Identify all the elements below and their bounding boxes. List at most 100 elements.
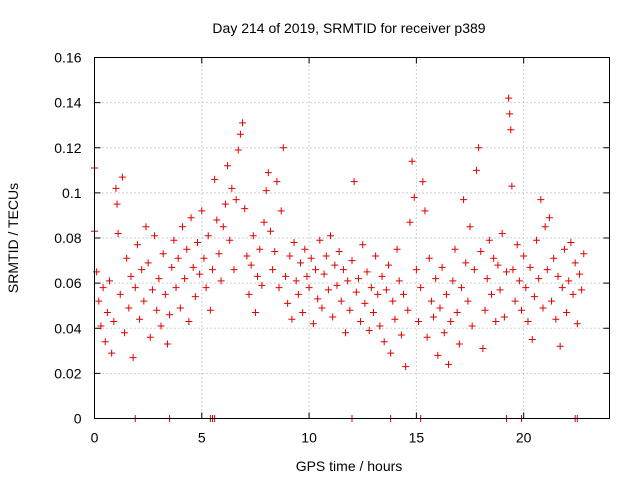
y-tick-label: 0.04 [54,320,81,336]
data-point [410,193,418,201]
data-point [506,110,514,118]
data-point [571,259,579,267]
data-point [344,277,352,285]
data-point [275,284,283,292]
data-point [509,266,517,274]
data-point [451,245,459,253]
data-point [535,275,543,283]
data-point [230,266,238,274]
data-point [215,250,223,258]
data-point [101,338,109,346]
x-tick-label: 10 [301,430,317,446]
data-point [352,288,360,296]
data-point [198,207,206,215]
y-tick-label: 0.06 [54,275,81,291]
data-point [245,290,253,298]
data-point [329,313,337,321]
data-point [191,293,199,301]
data-point [367,284,375,292]
data-point [307,254,315,262]
data-point [432,275,440,283]
y-tick-label: 0.16 [54,50,81,66]
data-point [580,250,588,258]
data-point [176,304,184,312]
data-point [520,252,528,260]
data-point [200,254,208,262]
data-point [127,272,135,280]
data-point [251,308,259,316]
data-point [183,245,191,253]
data-point [271,248,279,256]
data-point [314,295,322,303]
data-point [335,248,343,256]
data-point [361,299,369,307]
data-point [494,261,502,269]
data-point [136,315,144,323]
data-point [354,275,362,283]
data-point [350,178,358,186]
data-point [485,236,493,244]
data-point [522,284,530,292]
data-point [453,308,461,316]
ticks-layer: 0 0.02 0.04 0.06 0.08 0.1 0.12 0.14 0.16 0 5 10 15 20 [54,50,610,446]
data-point [123,254,131,262]
data-point [266,227,274,235]
data-point [511,297,519,305]
data-point [322,252,330,260]
data-point [249,232,257,240]
data-point [421,207,429,215]
data-point [202,284,210,292]
data-point [254,272,262,280]
data-point [239,119,247,127]
data-point [417,284,425,292]
data-point [496,286,504,294]
data-point [189,263,197,271]
data-point [543,266,551,274]
data-point [412,266,420,274]
data-point [196,270,204,278]
data-point [395,277,403,285]
data-point [292,277,300,285]
data-point [114,229,122,237]
data-point [277,207,285,215]
data-point [541,223,549,231]
data-point [273,178,281,186]
data-point [166,311,174,319]
data-point [309,320,317,328]
data-point [508,182,516,190]
data-point [449,277,457,285]
data-point [221,200,229,208]
data-point [290,239,298,247]
data-point [138,266,146,274]
data-point [224,162,232,170]
data-point [524,317,532,325]
data-point [103,308,111,316]
data-point [346,306,354,314]
data-point [108,349,116,357]
data-point [378,272,386,280]
data-point [129,354,137,362]
data-point [133,241,141,249]
data-point [505,94,513,102]
data-point [393,245,401,253]
data-point [301,245,309,253]
data-point [575,270,583,278]
data-point [380,338,388,346]
data-point [415,317,423,325]
data-point [211,175,219,183]
data-point [305,284,313,292]
data-point [573,320,581,328]
data-point [339,266,347,274]
data-point [468,322,476,330]
data-point [236,130,244,138]
data-point [363,268,371,276]
data-point [400,290,407,298]
data-point [447,317,455,325]
data-point [384,261,392,269]
data-point [106,277,114,285]
data-point [556,342,564,350]
data-point [168,263,176,271]
x-tick-label: 15 [409,430,425,446]
data-point [258,281,266,289]
